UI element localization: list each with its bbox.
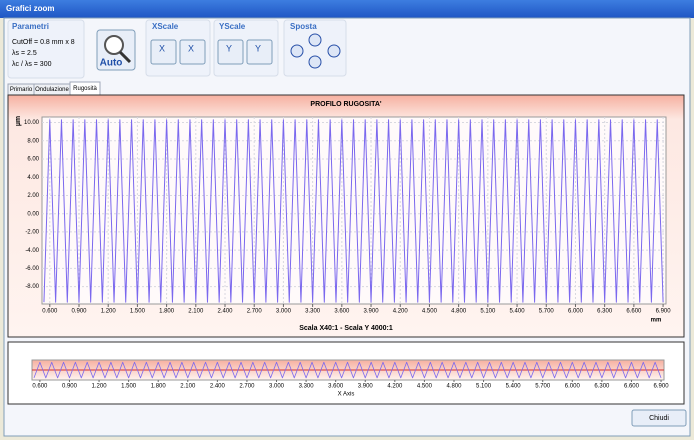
overview-tick-label: 6.600 (624, 384, 640, 390)
x-tick-label: 5.400 (510, 309, 526, 315)
tab-label: Primario (10, 87, 33, 93)
overview-x-label: X Axis (338, 392, 355, 398)
x-tick-label: 5.100 (480, 309, 496, 315)
y-tick-label: -4.00 (25, 248, 39, 254)
x-tick-label: 4.500 (422, 309, 438, 315)
x-tick-label: 1.200 (101, 309, 117, 315)
group-box (7, 19, 85, 79)
y-zoom-in[interactable] (217, 39, 244, 65)
overview-tick-label: 4.500 (417, 384, 433, 390)
magnifier-icon (104, 35, 124, 55)
overview-tick-label: 4.800 (446, 384, 462, 390)
group-title: Parametri (12, 22, 49, 31)
button-label: X (159, 43, 165, 53)
x-zoom-in[interactable] (150, 39, 177, 65)
overview-tick-label: 1.500 (121, 384, 137, 390)
move-left[interactable] (290, 44, 304, 58)
button-label: Y (255, 43, 261, 53)
y-tick-label: 0.00 (27, 211, 39, 217)
y-tick-label: 10.00 (24, 120, 40, 126)
move-right[interactable] (327, 44, 341, 58)
close-label: Chiudi (649, 415, 669, 422)
auto-label: Auto (100, 58, 123, 69)
overview-tick-label: 1.800 (151, 384, 167, 390)
overview-tick-label: 5.400 (506, 384, 522, 390)
group-title: Sposta (290, 22, 317, 31)
x-tick-label: 2.400 (218, 309, 234, 315)
button-label: Y (226, 43, 232, 53)
overview-tick-label: 3.300 (299, 384, 315, 390)
overview-tick-label: 0.900 (62, 384, 78, 390)
window-title: Grafici zoom (6, 4, 54, 13)
overview-tick-label: 5.100 (476, 384, 492, 390)
y-tick-label: 8.00 (27, 138, 39, 144)
title-bar (0, 0, 694, 18)
x-tick-label: 5.700 (539, 309, 555, 315)
overview-tick-label: 2.700 (239, 384, 255, 390)
y-tick-label: 4.00 (27, 175, 39, 181)
overview-tick-label: 6.900 (654, 384, 670, 390)
param-line: λc / λs = 300 (12, 61, 52, 68)
overview-tick-label: 2.400 (210, 384, 226, 390)
y-tick-label: 2.00 (27, 193, 39, 199)
x-tick-label: 6.300 (597, 309, 613, 315)
move-up[interactable] (308, 33, 322, 47)
move-down[interactable] (308, 55, 322, 69)
overview-tick-label: 3.000 (269, 384, 285, 390)
overview-tick-label: 3.600 (328, 384, 344, 390)
close-button[interactable] (631, 409, 687, 427)
x-tick-label: 1.800 (159, 309, 175, 315)
x-tick-label: 4.200 (393, 309, 409, 315)
overview-tick-label: 6.000 (565, 384, 581, 390)
button-label: X (188, 43, 194, 53)
overview-tick-label: 3.900 (358, 384, 374, 390)
y-unit: µm (15, 116, 22, 126)
x-tick-label: 6.600 (626, 309, 642, 315)
tab-label: Rugosità (73, 86, 97, 92)
overview-tick-label: 0.600 (32, 384, 48, 390)
y-zoom-out[interactable] (246, 39, 273, 65)
chart-caption: Scala X40:1 - Scala Y 4000:1 (299, 325, 393, 332)
overview-line (33, 361, 662, 379)
x-tick-label: 0.900 (71, 309, 87, 315)
overview-tick-label: 4.200 (387, 384, 403, 390)
overview-tick-label: 5.700 (535, 384, 551, 390)
group-title: XScale (152, 22, 179, 31)
param-line: CutOff = 0.8 mm x 8 (12, 39, 75, 46)
overview-tick-label: 1.200 (92, 384, 108, 390)
x-tick-label: 6.900 (656, 309, 672, 315)
y-tick-label: -8.00 (25, 284, 39, 290)
x-tick-label: 6.000 (568, 309, 584, 315)
x-tick-label: 4.800 (451, 309, 467, 315)
profile-line (43, 119, 664, 303)
x-tick-label: 3.900 (364, 309, 380, 315)
group-title: YScale (219, 22, 246, 31)
y-tick-label: -2.00 (25, 230, 39, 236)
magnifier-handle (118, 50, 132, 64)
x-tick-label: 3.600 (334, 309, 350, 315)
overview-tick-label: 6.300 (594, 384, 610, 390)
x-unit: mm (651, 318, 662, 324)
x-zoom-out[interactable] (179, 39, 206, 65)
chart-title: PROFILO RUGOSITA' (310, 101, 381, 108)
group-box (283, 19, 347, 77)
x-tick-label: 2.100 (188, 309, 204, 315)
tab-label: Ondulazione (35, 87, 69, 93)
x-tick-label: 2.700 (247, 309, 263, 315)
x-tick-label: 0.600 (42, 309, 58, 315)
x-tick-label: 3.300 (305, 309, 321, 315)
y-tick-label: -6.00 (25, 266, 39, 272)
y-tick-label: 6.00 (27, 157, 39, 163)
x-tick-label: 3.000 (276, 309, 292, 315)
param-line: λs = 2.5 (12, 50, 37, 57)
x-tick-label: 1.500 (130, 309, 146, 315)
overview-tick-label: 2.100 (180, 384, 196, 390)
